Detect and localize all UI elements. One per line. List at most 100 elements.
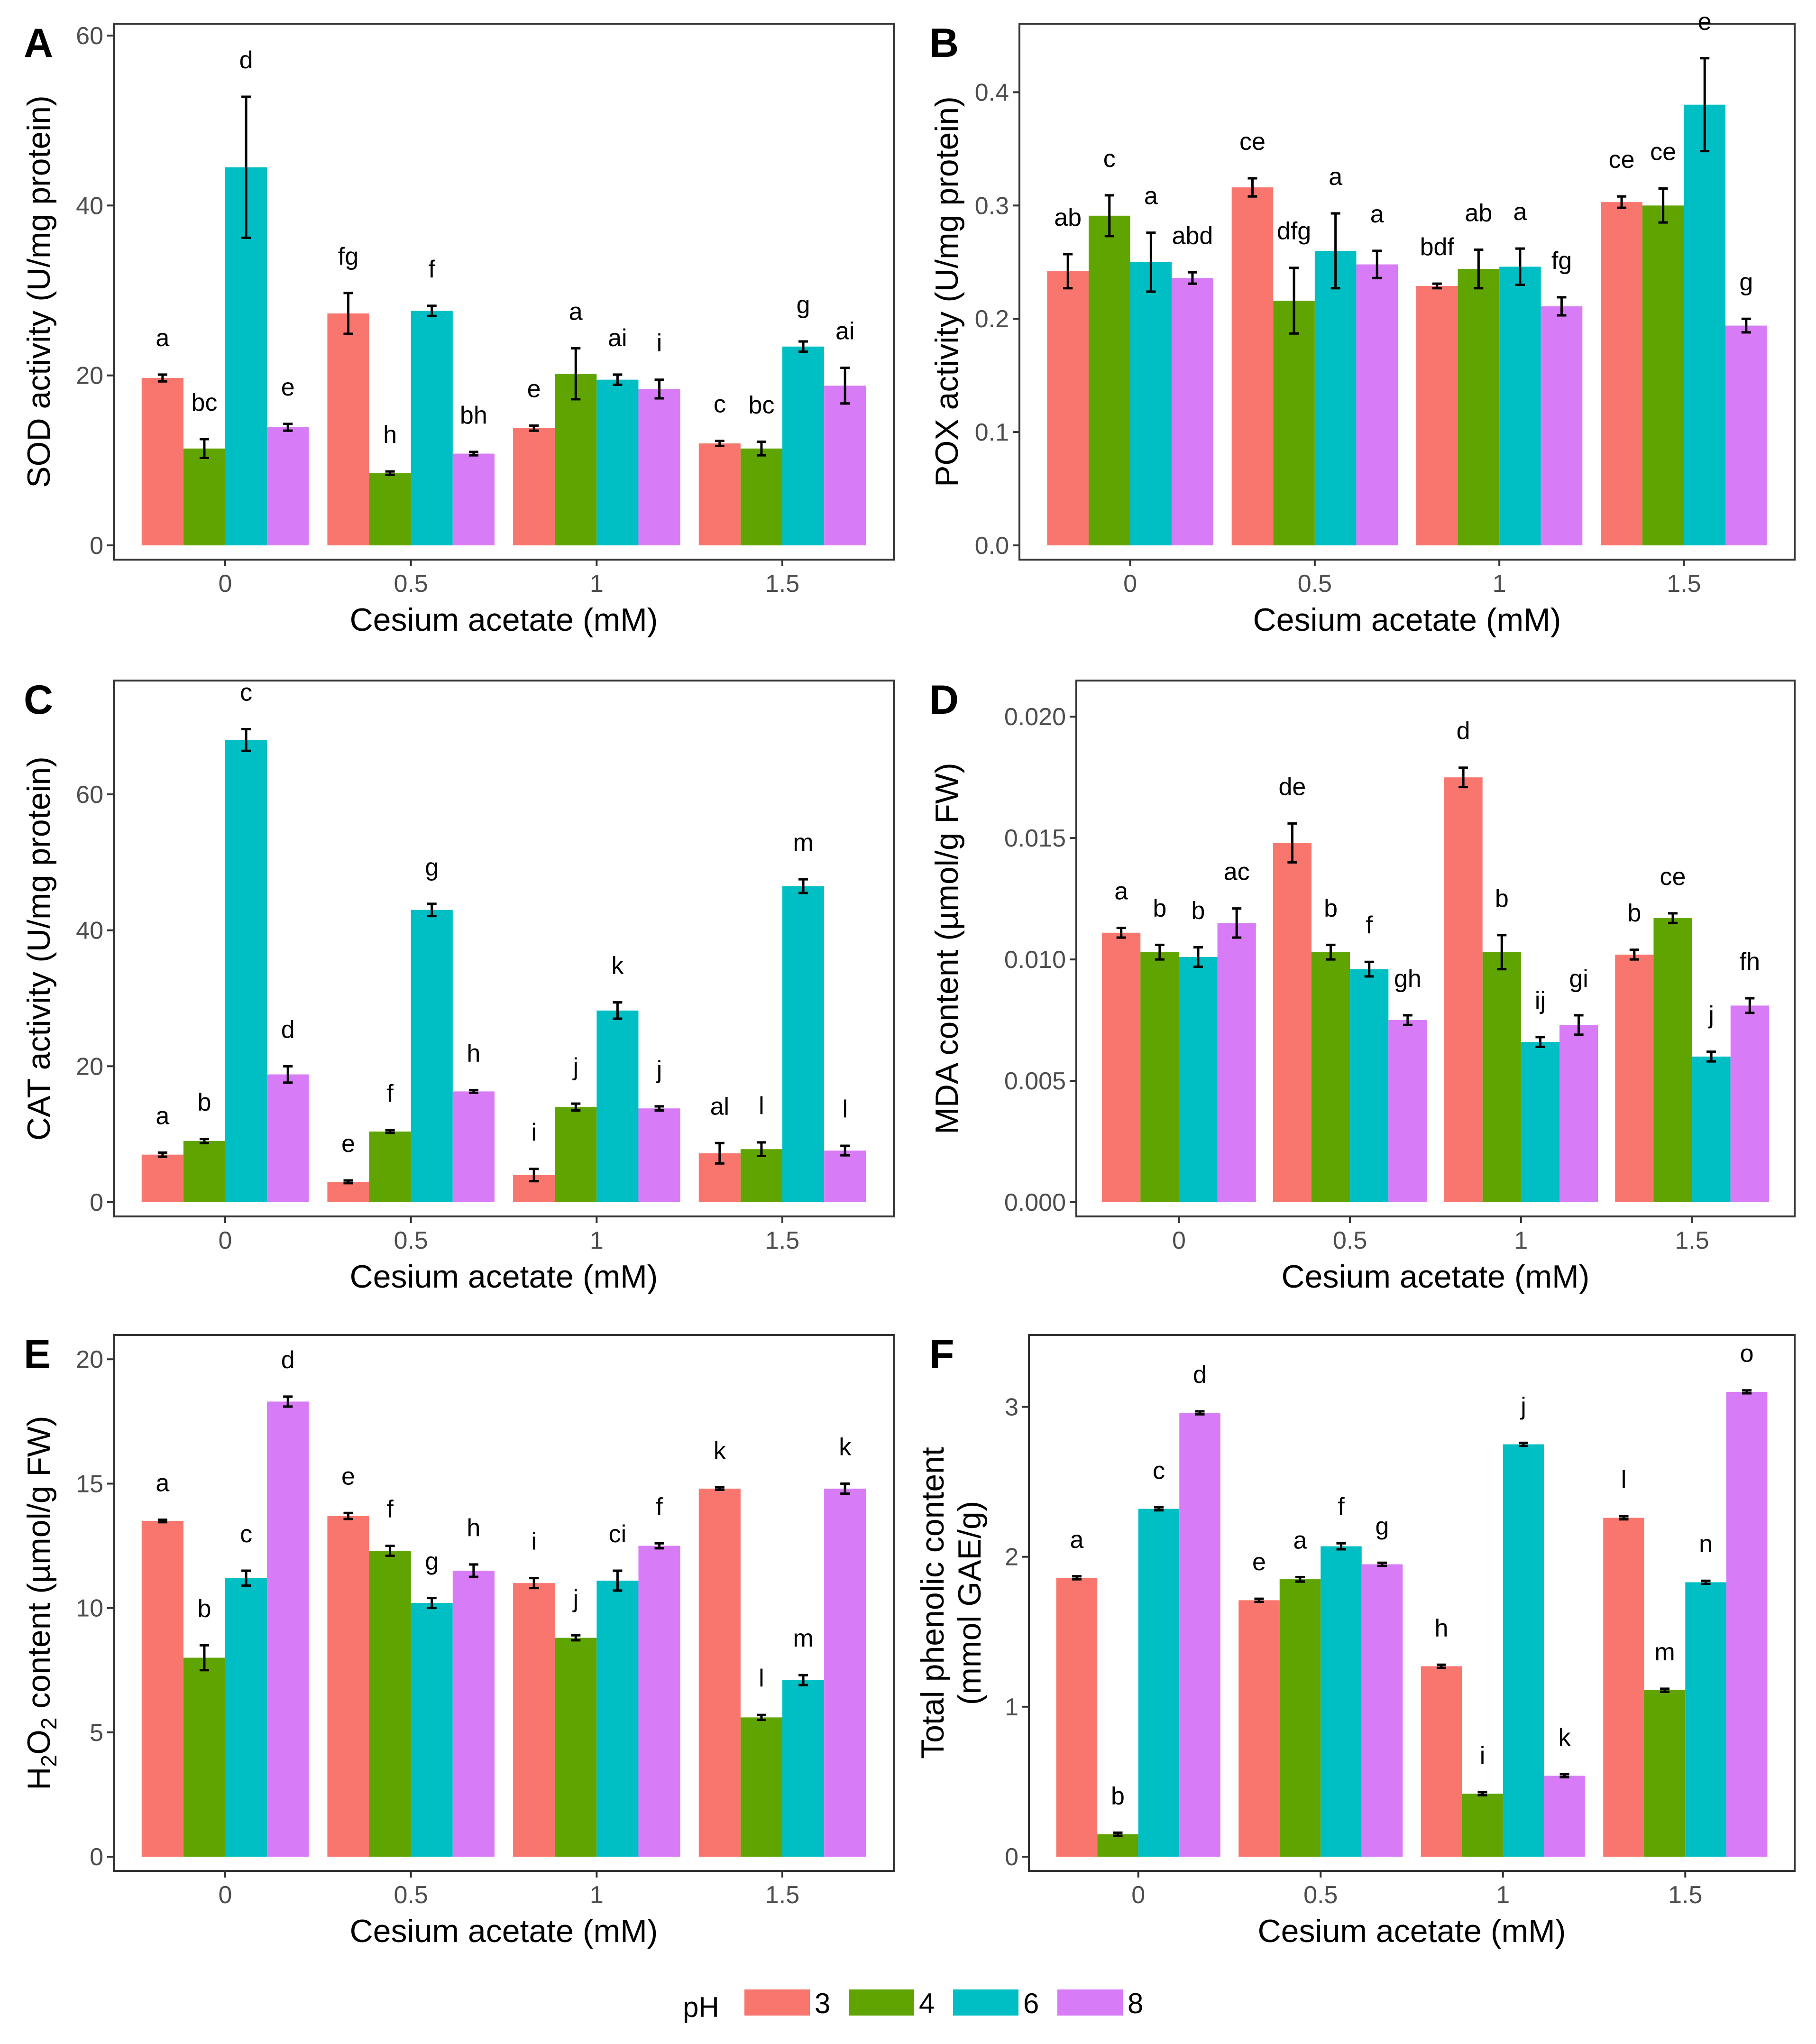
y-tick-label: 20 (76, 1346, 103, 1373)
significance-label: f (429, 256, 436, 283)
significance-label: e (527, 375, 541, 403)
significance-label: a (1329, 163, 1342, 191)
significance-label: o (1740, 1340, 1754, 1368)
y-tick-label: 0.020 (1004, 703, 1066, 731)
plot-frame (1028, 1334, 1796, 1872)
legend: pH 3 4 6 8 (683, 1988, 1143, 2023)
bar-ph6-cat0 (1130, 262, 1172, 545)
bar-ph4-cat2 (1458, 269, 1500, 545)
legend-swatch-ph6 (953, 1989, 1018, 2016)
significance-label: fh (1740, 948, 1760, 976)
bar-ph3-cat3 (1601, 202, 1642, 546)
bar-ph4-cat1 (1279, 1579, 1321, 1857)
y-axis-title-line1: Total phenolic content (915, 1447, 951, 1759)
significance-label: a (1144, 183, 1158, 210)
significance-label: bh (460, 402, 487, 429)
bar-ph4-cat2 (555, 374, 597, 545)
significance-label: k (714, 1437, 726, 1464)
bar-ph6-cat2 (596, 1010, 639, 1202)
significance-label: i (1480, 1742, 1486, 1769)
legend-label-ph6: 6 (1023, 1988, 1039, 2019)
y-tick-label: 40 (76, 917, 103, 945)
significance-label: d (281, 1016, 295, 1043)
plot-frame (1075, 680, 1796, 1217)
bar-ph8-cat1 (452, 453, 495, 545)
bar-ph6-cat3 (782, 346, 825, 545)
legend-swatch-ph4 (849, 1989, 914, 2016)
significance-label: b (1192, 897, 1205, 925)
plot-frame (113, 23, 895, 561)
bar-ph8-cat0 (267, 1074, 309, 1202)
x-tick-label: 0 (219, 570, 232, 598)
bar-ph4-cat1 (369, 473, 411, 545)
bar-ph3-cat0 (141, 1154, 183, 1202)
bar-ph6-cat2 (596, 1580, 639, 1857)
significance-label: d (1193, 1361, 1207, 1389)
x-tick-label: 0.5 (1333, 1227, 1367, 1254)
significance-label: c (1103, 145, 1116, 173)
legend-swatch-ph3 (744, 1989, 810, 2016)
x-tick-label: 1.5 (1675, 1227, 1709, 1254)
bar-ph8-cat1 (1388, 1020, 1427, 1202)
panel-letter: A (24, 20, 53, 66)
y-tick-label: 1 (1005, 1694, 1018, 1721)
bar-ph6-cat1 (1314, 250, 1357, 545)
significance-label: ce (1650, 138, 1676, 166)
significance-label: g (1739, 268, 1753, 296)
bar-ph8-cat0 (1172, 278, 1213, 545)
bar-ph3-cat0 (141, 1521, 183, 1857)
bar-ph3-cat1 (327, 313, 369, 545)
y-axis-title-subscript: 2 (37, 1718, 61, 1730)
bar-ph3-cat1 (1238, 1600, 1280, 1857)
significance-label: n (1699, 1530, 1713, 1558)
bar-ph8-cat3 (824, 386, 866, 545)
x-tick-label: 1 (1496, 1881, 1510, 1909)
bar-ph4-cat3 (1642, 205, 1684, 545)
x-tick-label: 0.5 (394, 570, 428, 598)
panel-letter: F (929, 1332, 954, 1377)
bar-ph3-cat0 (1102, 932, 1141, 1202)
x-axis-title: Cesium acetate (mM) (350, 1259, 658, 1295)
significance-label: h (467, 1040, 480, 1068)
bar-ph3-cat0 (1056, 1577, 1098, 1857)
significance-label: i (657, 330, 662, 357)
y-tick-label: 10 (76, 1595, 103, 1622)
significance-label: ac (1224, 858, 1250, 886)
bar-ph8-cat0 (267, 1401, 309, 1857)
significance-label: j (1707, 1002, 1714, 1029)
x-tick-label: 1.5 (765, 1227, 799, 1254)
bar-ph8-cat2 (638, 389, 680, 545)
significance-label: bc (748, 391, 774, 419)
x-axis-title: Cesium acetate (mM) (1258, 1913, 1566, 1949)
y-tick-label: 60 (76, 781, 103, 809)
bar-ph3-cat3 (698, 443, 741, 545)
bar-ph4-cat2 (555, 1638, 597, 1857)
significance-label: al (710, 1093, 729, 1120)
panel-letter: E (24, 1332, 51, 1377)
x-tick-label: 1.5 (1668, 1881, 1702, 1909)
significance-label: abd (1172, 222, 1213, 249)
significance-label: l (842, 1096, 848, 1123)
y-tick-label: 0.3 (975, 192, 1009, 220)
significance-label: c (714, 391, 726, 418)
bar-ph6-cat1 (411, 311, 453, 545)
significance-label: a (156, 324, 169, 352)
bar-ph4-cat0 (183, 1141, 225, 1202)
bar-ph8-cat3 (1726, 1391, 1768, 1857)
bar-ph4-cat3 (740, 1717, 782, 1857)
significance-label: ai (608, 324, 627, 352)
significance-label: d (281, 1346, 295, 1374)
significance-label: a (1370, 201, 1384, 228)
bar-ph3-cat3 (1603, 1518, 1644, 1857)
x-tick-label: 0.5 (394, 1227, 428, 1254)
significance-label: l (759, 1092, 764, 1120)
significance-label: h (383, 421, 397, 449)
significance-label: a (1513, 198, 1527, 226)
significance-label: de (1278, 773, 1306, 801)
significance-label: k (839, 1433, 852, 1461)
y-axis-title: CAT activity (U/mg protein) (21, 756, 57, 1141)
bar-ph4-cat0 (1088, 215, 1130, 545)
bar-ph8-cat3 (1725, 325, 1767, 545)
bar-ph3-cat3 (698, 1488, 741, 1857)
significance-label: d (239, 46, 253, 74)
